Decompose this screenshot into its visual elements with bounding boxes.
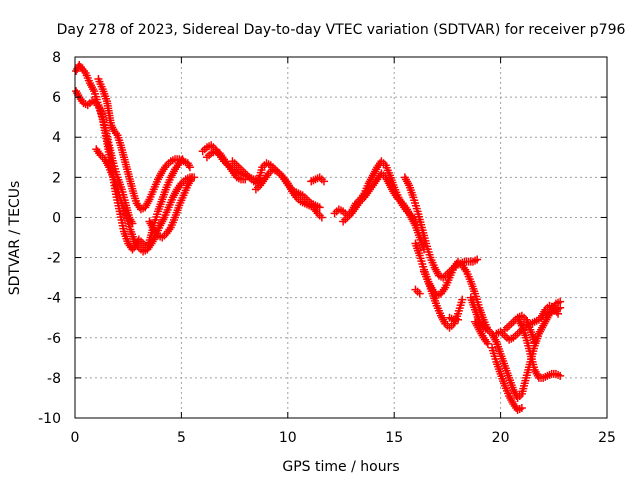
data-point [315, 203, 324, 212]
y-tick-label: -2 [47, 251, 61, 267]
y-tick-label: 2 [52, 170, 61, 186]
data-point [473, 255, 482, 264]
chart-title: Day 278 of 2023, Sidereal Day-to-day VTE… [57, 22, 626, 38]
plot-border [74, 56, 608, 419]
x-tick-label: 5 [177, 430, 186, 446]
y-tick-label: -4 [47, 291, 61, 307]
x-axis-label: GPS time / hours [282, 459, 399, 475]
y-tick-label: 8 [52, 50, 61, 66]
y-tick-label: 6 [52, 90, 61, 106]
data-points [72, 61, 565, 414]
x-tick-label: 15 [385, 430, 403, 446]
data-point [185, 163, 194, 172]
data-point [454, 315, 463, 324]
y-tick-label: 0 [52, 210, 61, 226]
data-point [483, 339, 492, 348]
x-tick-label: 20 [492, 430, 510, 446]
x-tick-label: 0 [71, 430, 80, 446]
x-tick-label: 25 [598, 430, 616, 446]
y-tick-label: -10 [38, 411, 61, 427]
data-point [530, 337, 539, 346]
y-tick-label: -8 [47, 371, 61, 387]
data-point [188, 173, 197, 182]
data-point [415, 289, 424, 298]
data-point [319, 177, 328, 186]
y-tick-label: 4 [52, 130, 61, 146]
data-point [317, 213, 326, 222]
grid-lines [75, 57, 607, 418]
tick-labels: 0 5 10 15 20 25 -10 -8 -6 -4 -2 0 2 4 6 8 [38, 50, 616, 446]
axis-ticks [74, 56, 608, 419]
data-point [556, 371, 565, 380]
data-point [554, 309, 563, 318]
x-tick-label: 10 [279, 430, 297, 446]
data-point [517, 403, 526, 412]
y-tick-label: -6 [47, 331, 61, 347]
y-axis-label: SDTVAR / TECUs [7, 181, 23, 296]
data-point [458, 295, 467, 304]
